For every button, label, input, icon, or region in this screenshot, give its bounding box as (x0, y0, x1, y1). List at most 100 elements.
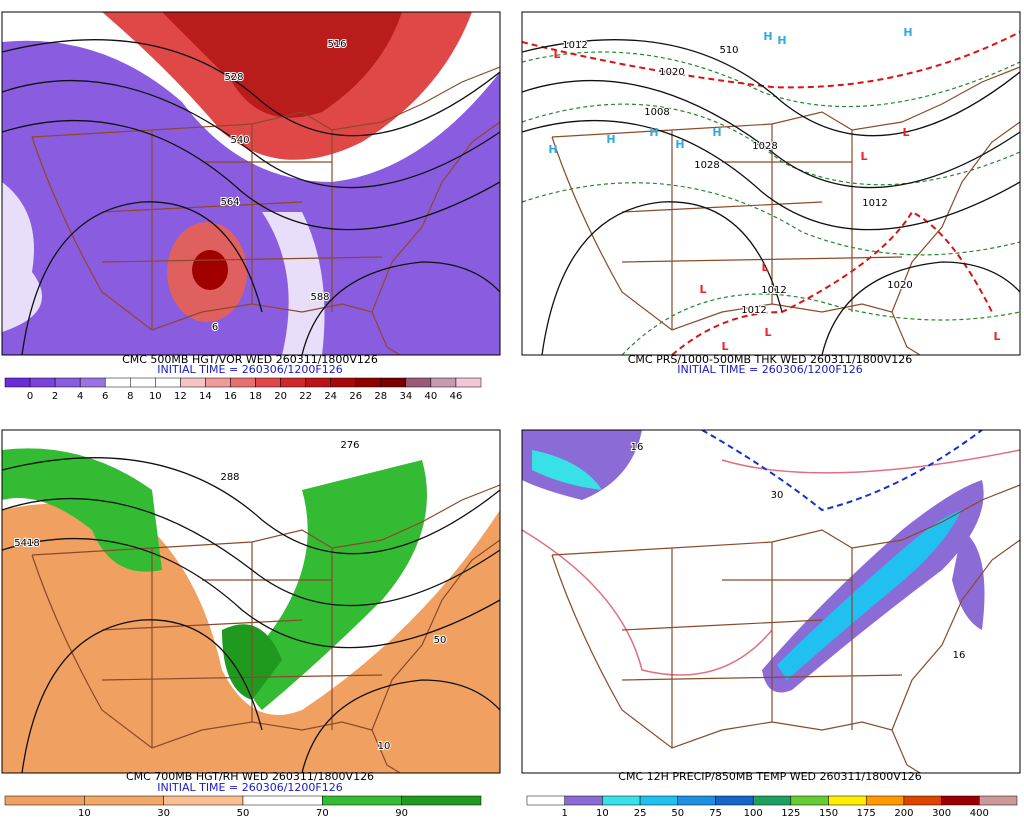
panel-frame (1, 11, 501, 356)
low-marker: L (553, 48, 560, 61)
panel-frame (1, 429, 501, 774)
panel-frame (521, 11, 1021, 356)
colorbar-swatch (526, 795, 565, 806)
contour-label: 516 (327, 39, 346, 50)
colorbar-label: 25 (634, 808, 647, 819)
contour-label: 1008 (644, 107, 669, 118)
colorbar-swatch (380, 377, 407, 388)
colorbar-label: 70 (316, 808, 329, 819)
contour-label: 50 (434, 635, 447, 646)
initial-time: INITIAL TIME = 260306/1200F126 (157, 781, 342, 794)
contour-label: 16 (953, 650, 966, 661)
contour-label: 10 (378, 741, 391, 752)
colorbar-label: 30 (157, 808, 170, 819)
contour-label: 1012 (562, 40, 587, 51)
colorbar-swatch (564, 795, 603, 806)
high-marker: H (649, 126, 658, 139)
colorbar-swatch (163, 795, 244, 806)
colorbar-swatch (305, 377, 331, 388)
colorbar-label: 50 (237, 808, 250, 819)
colorbar-label: 125 (781, 808, 800, 819)
colorbar-swatch (401, 795, 482, 806)
colorbar-label: 10 (149, 391, 162, 402)
colorbar-swatch (29, 377, 56, 388)
colorbar-swatch (205, 377, 231, 388)
low-marker: L (699, 283, 706, 296)
colorbar-label: 26 (349, 391, 362, 402)
colorbar-swatch (180, 377, 206, 388)
colorbar-swatch (941, 795, 980, 806)
colorbar-label: 1 (562, 808, 568, 819)
colorbar-swatch (430, 377, 457, 388)
map-vorticity (2, 12, 500, 355)
colorbar-swatch (639, 795, 679, 806)
contour-label: 1020 (887, 280, 912, 291)
colorbar-swatch (752, 795, 792, 806)
colorbar-label: 10 (78, 808, 91, 819)
colorbar-swatch (54, 377, 81, 388)
colorbar-label: 75 (709, 808, 722, 819)
contour-label: 1028 (694, 160, 719, 171)
colorbar-swatch (405, 377, 432, 388)
colorbar-swatch (715, 795, 754, 806)
colorbar-label: 18 (249, 391, 262, 402)
colorbar-swatch (322, 795, 402, 806)
high-marker: H (548, 143, 557, 156)
contour-label: 5418 (14, 538, 39, 549)
contour-label: 1012 (741, 305, 766, 316)
contour-label: 1012 (862, 198, 887, 209)
colorbar-swatch (355, 377, 382, 388)
caption: CMC 500MB HGT/VOR WED 260311/1800V126 (122, 353, 378, 366)
initial-time: INITIAL TIME = 260306/1200F126 (157, 363, 342, 376)
low-marker: L (902, 126, 909, 139)
colorbar-swatch (828, 795, 867, 806)
colorbar-label: 400 (970, 808, 989, 819)
colorbar-label: 90 (395, 808, 408, 819)
contour-label: 1012 (761, 285, 786, 296)
colorbar-swatch (330, 377, 356, 388)
colorbar-label: 28 (374, 391, 387, 402)
colorbar-label: 14 (199, 391, 212, 402)
high-marker: H (777, 34, 786, 47)
caption: CMC 700MB HGT/RH WED 260311/1800V126 (126, 770, 374, 783)
colorbar-label: 175 (857, 808, 876, 819)
colorbar-swatch (4, 377, 31, 388)
contour-label: 528 (224, 72, 243, 83)
contour-label: 1020 (659, 67, 684, 78)
colorbar-swatch (455, 377, 482, 388)
colorbar-label: 50 (671, 808, 684, 819)
low-marker: L (993, 330, 1000, 343)
high-marker: H (903, 26, 912, 39)
initial-time: INITIAL TIME = 260306/1200F126 (677, 363, 862, 376)
contour-label: 540 (230, 135, 249, 146)
colorbar-label: 0 (27, 391, 33, 402)
colorbar-label: 22 (299, 391, 312, 402)
colorbar-swatch (790, 795, 829, 806)
colorbar-swatch (903, 795, 942, 806)
colorbar-swatch (79, 377, 106, 388)
high-marker: H (712, 126, 721, 139)
colorbar-label: 46 (450, 391, 463, 402)
map-precip (522, 430, 1020, 773)
high-marker: H (763, 30, 772, 43)
caption: CMC 12H PRECIP/850MB TEMP WED 260311/180… (618, 770, 921, 783)
colorbar-label: 16 (224, 391, 237, 402)
colorbar-swatch (242, 795, 323, 806)
low-marker: L (860, 150, 867, 163)
colorbar-swatch (979, 795, 1018, 806)
colorbar-label: 10 (596, 808, 609, 819)
contour-label: 16 (631, 442, 644, 453)
colorbar-label: 24 (324, 391, 337, 402)
contour-label: 588 (310, 292, 329, 303)
colorbar-label: 2 (52, 391, 58, 402)
high-marker: H (675, 138, 684, 151)
contour-label: 288 (220, 472, 239, 483)
colorbar-swatch (104, 377, 131, 388)
panel-frame (521, 429, 1021, 774)
low-marker: L (764, 326, 771, 339)
colorbar-label: 8 (127, 391, 133, 402)
colorbar-swatch (155, 377, 181, 388)
colorbar-label: 300 (932, 808, 951, 819)
colorbar-label: 6 (102, 391, 108, 402)
colorbar-label: 150 (819, 808, 838, 819)
